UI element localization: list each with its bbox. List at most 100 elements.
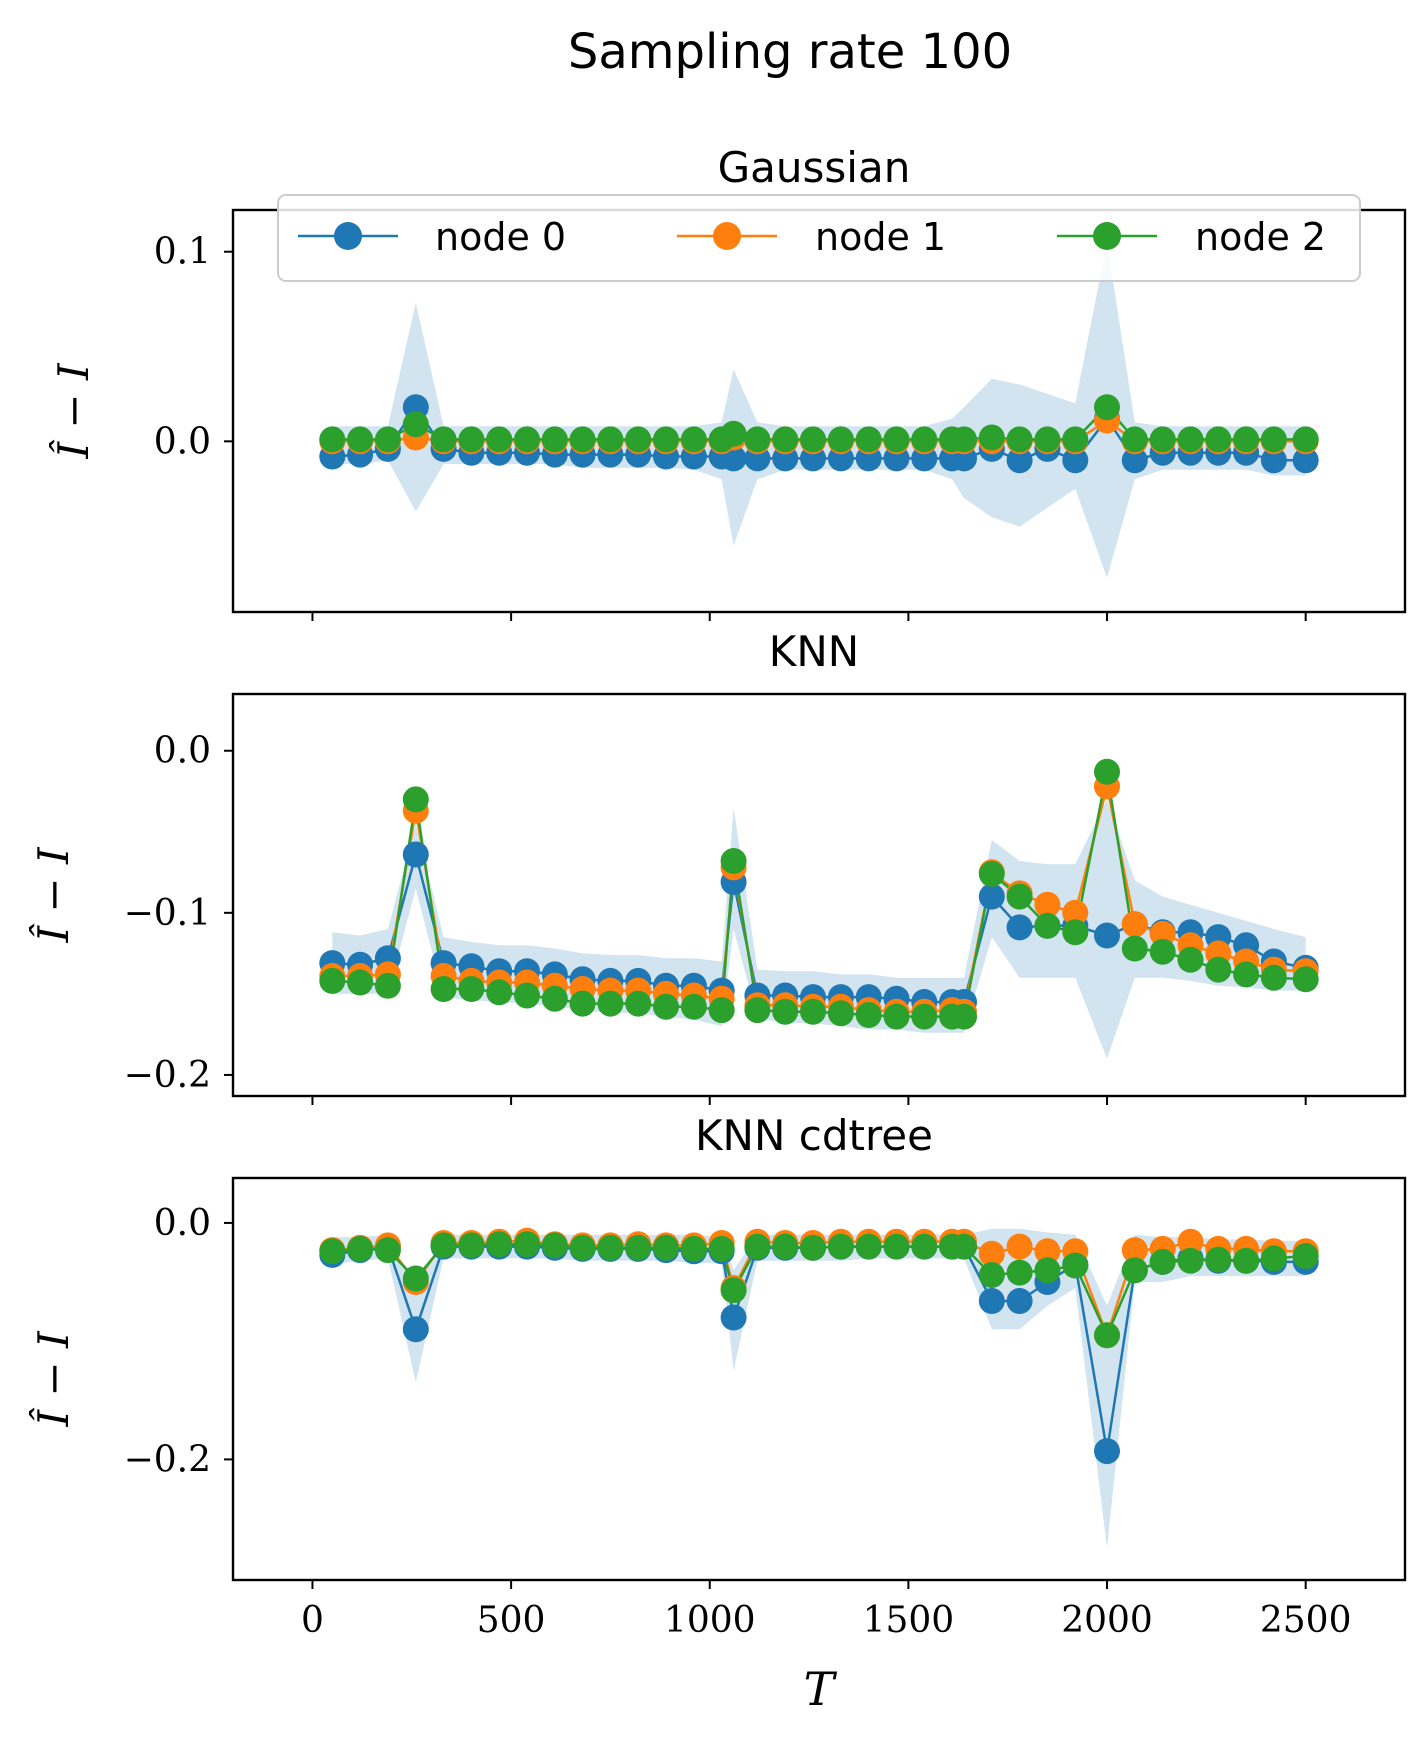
- data-point-node-2: [1034, 912, 1061, 939]
- data-point-node-2: [653, 426, 679, 453]
- x-tick-label: 500: [477, 1600, 546, 1641]
- data-point-node-2: [680, 426, 707, 453]
- data-point-node-0: [1094, 1438, 1120, 1465]
- data-point-node-0: [1292, 447, 1319, 474]
- data-point-node-2: [347, 969, 374, 996]
- y-axis-ticks: 0.0 0.1: [154, 232, 233, 462]
- data-point-node-1: [978, 1240, 1005, 1267]
- data-point-node-2: [800, 426, 826, 453]
- data-point-node-2: [1062, 1252, 1089, 1279]
- data-point-node-2: [1034, 1257, 1061, 1284]
- data-point-node-2: [978, 424, 1005, 451]
- y-axis-ticks: 0.0 −0.2: [124, 1203, 233, 1480]
- data-point-node-2: [486, 1231, 513, 1258]
- x-axis-ticks: [311, 1096, 1307, 1105]
- data-point-node-2: [911, 426, 938, 453]
- panel-knn: KNN 0.0 −0.1 −0.2 Î − I: [28, 627, 1407, 1105]
- data-point-node-2: [1205, 1246, 1232, 1273]
- y-tick-label: 0.0: [154, 421, 211, 462]
- data-point-node-2: [1094, 1322, 1120, 1349]
- data-point-node-2: [486, 426, 513, 453]
- series-markers-group: [319, 394, 1319, 474]
- data-point-node-2: [625, 990, 652, 1017]
- data-point-node-2: [374, 1237, 401, 1264]
- data-point-node-1: [1177, 1228, 1204, 1255]
- data-point-node-2: [1233, 1247, 1260, 1274]
- panel-knn-cdtree: KNN cdtree 0.0−0.2 0 500 1000 1500 2000 2500 …: [28, 1111, 1407, 1716]
- x-tick-label: 1000: [664, 1600, 756, 1641]
- y-tick-label: 0.0: [154, 1203, 211, 1244]
- data-point-node-0: [978, 883, 1005, 910]
- data-point-node-2: [374, 426, 401, 453]
- confidence-band-group: [332, 242, 1306, 578]
- axes-frame: [231, 692, 1407, 1098]
- data-point-node-2: [458, 426, 485, 453]
- data-point-node-2: [569, 426, 596, 453]
- series-markers-group: [319, 758, 1319, 1030]
- data-point-node-1: [1034, 891, 1061, 918]
- data-point-node-1: [1149, 920, 1176, 947]
- y-tick-label: −0.2: [124, 1439, 211, 1480]
- data-point-node-1: [1062, 899, 1089, 926]
- panel-title: Gaussian: [718, 143, 911, 192]
- legend-label: node 2: [1195, 215, 1326, 259]
- legend-marker: [713, 222, 741, 250]
- data-point-node-2: [772, 1233, 799, 1260]
- data-point-node-2: [680, 993, 707, 1020]
- data-point-node-2: [597, 426, 624, 453]
- y-tick-label: 0.1: [154, 232, 211, 273]
- data-point-node-2: [541, 426, 568, 453]
- data-point-node-2: [720, 1277, 747, 1304]
- data-point-node-2: [514, 982, 540, 1009]
- data-point-node-0: [402, 841, 429, 868]
- data-point-node-2: [1177, 946, 1204, 973]
- data-point-node-2: [1034, 426, 1061, 453]
- data-point-node-1: [1006, 1233, 1033, 1260]
- data-point-node-2: [319, 1238, 346, 1265]
- data-point-node-2: [1292, 426, 1319, 453]
- data-point-node-2: [486, 979, 513, 1006]
- data-point-node-2: [347, 426, 374, 453]
- y-axis-ticks: 0.0 −0.1 −0.2: [124, 731, 233, 1096]
- legend-item-node-1: node 1: [677, 215, 946, 259]
- data-point-node-2: [1062, 426, 1089, 453]
- data-point-node-2: [541, 985, 568, 1012]
- data-point-node-0: [1062, 447, 1089, 474]
- data-point-node-2: [720, 420, 747, 447]
- axes-frame: [231, 1176, 1407, 1582]
- data-point-node-2: [708, 1235, 735, 1262]
- data-point-node-2: [1177, 1247, 1204, 1274]
- data-point-node-2: [1205, 426, 1232, 453]
- data-point-node-0: [978, 1288, 1005, 1314]
- data-point-node-2: [597, 1234, 624, 1261]
- data-point-node-2: [772, 998, 799, 1025]
- data-point-node-2: [402, 786, 429, 813]
- confidence-band: [332, 1228, 1306, 1549]
- data-point-node-2: [1006, 883, 1033, 910]
- data-point-node-2: [402, 411, 429, 438]
- data-point-node-2: [883, 1003, 910, 1030]
- y-tick-label: −0.2: [124, 1055, 211, 1096]
- data-point-node-2: [541, 1232, 568, 1259]
- data-point-node-2: [458, 1232, 485, 1259]
- confidence-band: [332, 242, 1306, 578]
- data-point-node-2: [1149, 1248, 1176, 1275]
- data-point-node-2: [1233, 961, 1260, 988]
- data-point-node-2: [951, 426, 977, 453]
- data-point-node-2: [1292, 966, 1319, 993]
- data-point-node-2: [708, 997, 735, 1024]
- data-point-node-2: [569, 990, 596, 1017]
- legend-label: node 1: [815, 215, 946, 259]
- data-point-node-2: [827, 1000, 854, 1027]
- panel-title: KNN: [769, 627, 859, 676]
- data-point-node-2: [458, 976, 485, 1002]
- data-point-node-2: [744, 997, 771, 1024]
- data-point-node-2: [1006, 1259, 1033, 1286]
- data-point-node-2: [827, 1233, 854, 1260]
- y-axis-label: Î − I: [28, 1330, 78, 1427]
- data-point-node-2: [1121, 426, 1148, 453]
- data-point-node-0: [1260, 447, 1287, 474]
- data-point-node-1: [1121, 1237, 1148, 1264]
